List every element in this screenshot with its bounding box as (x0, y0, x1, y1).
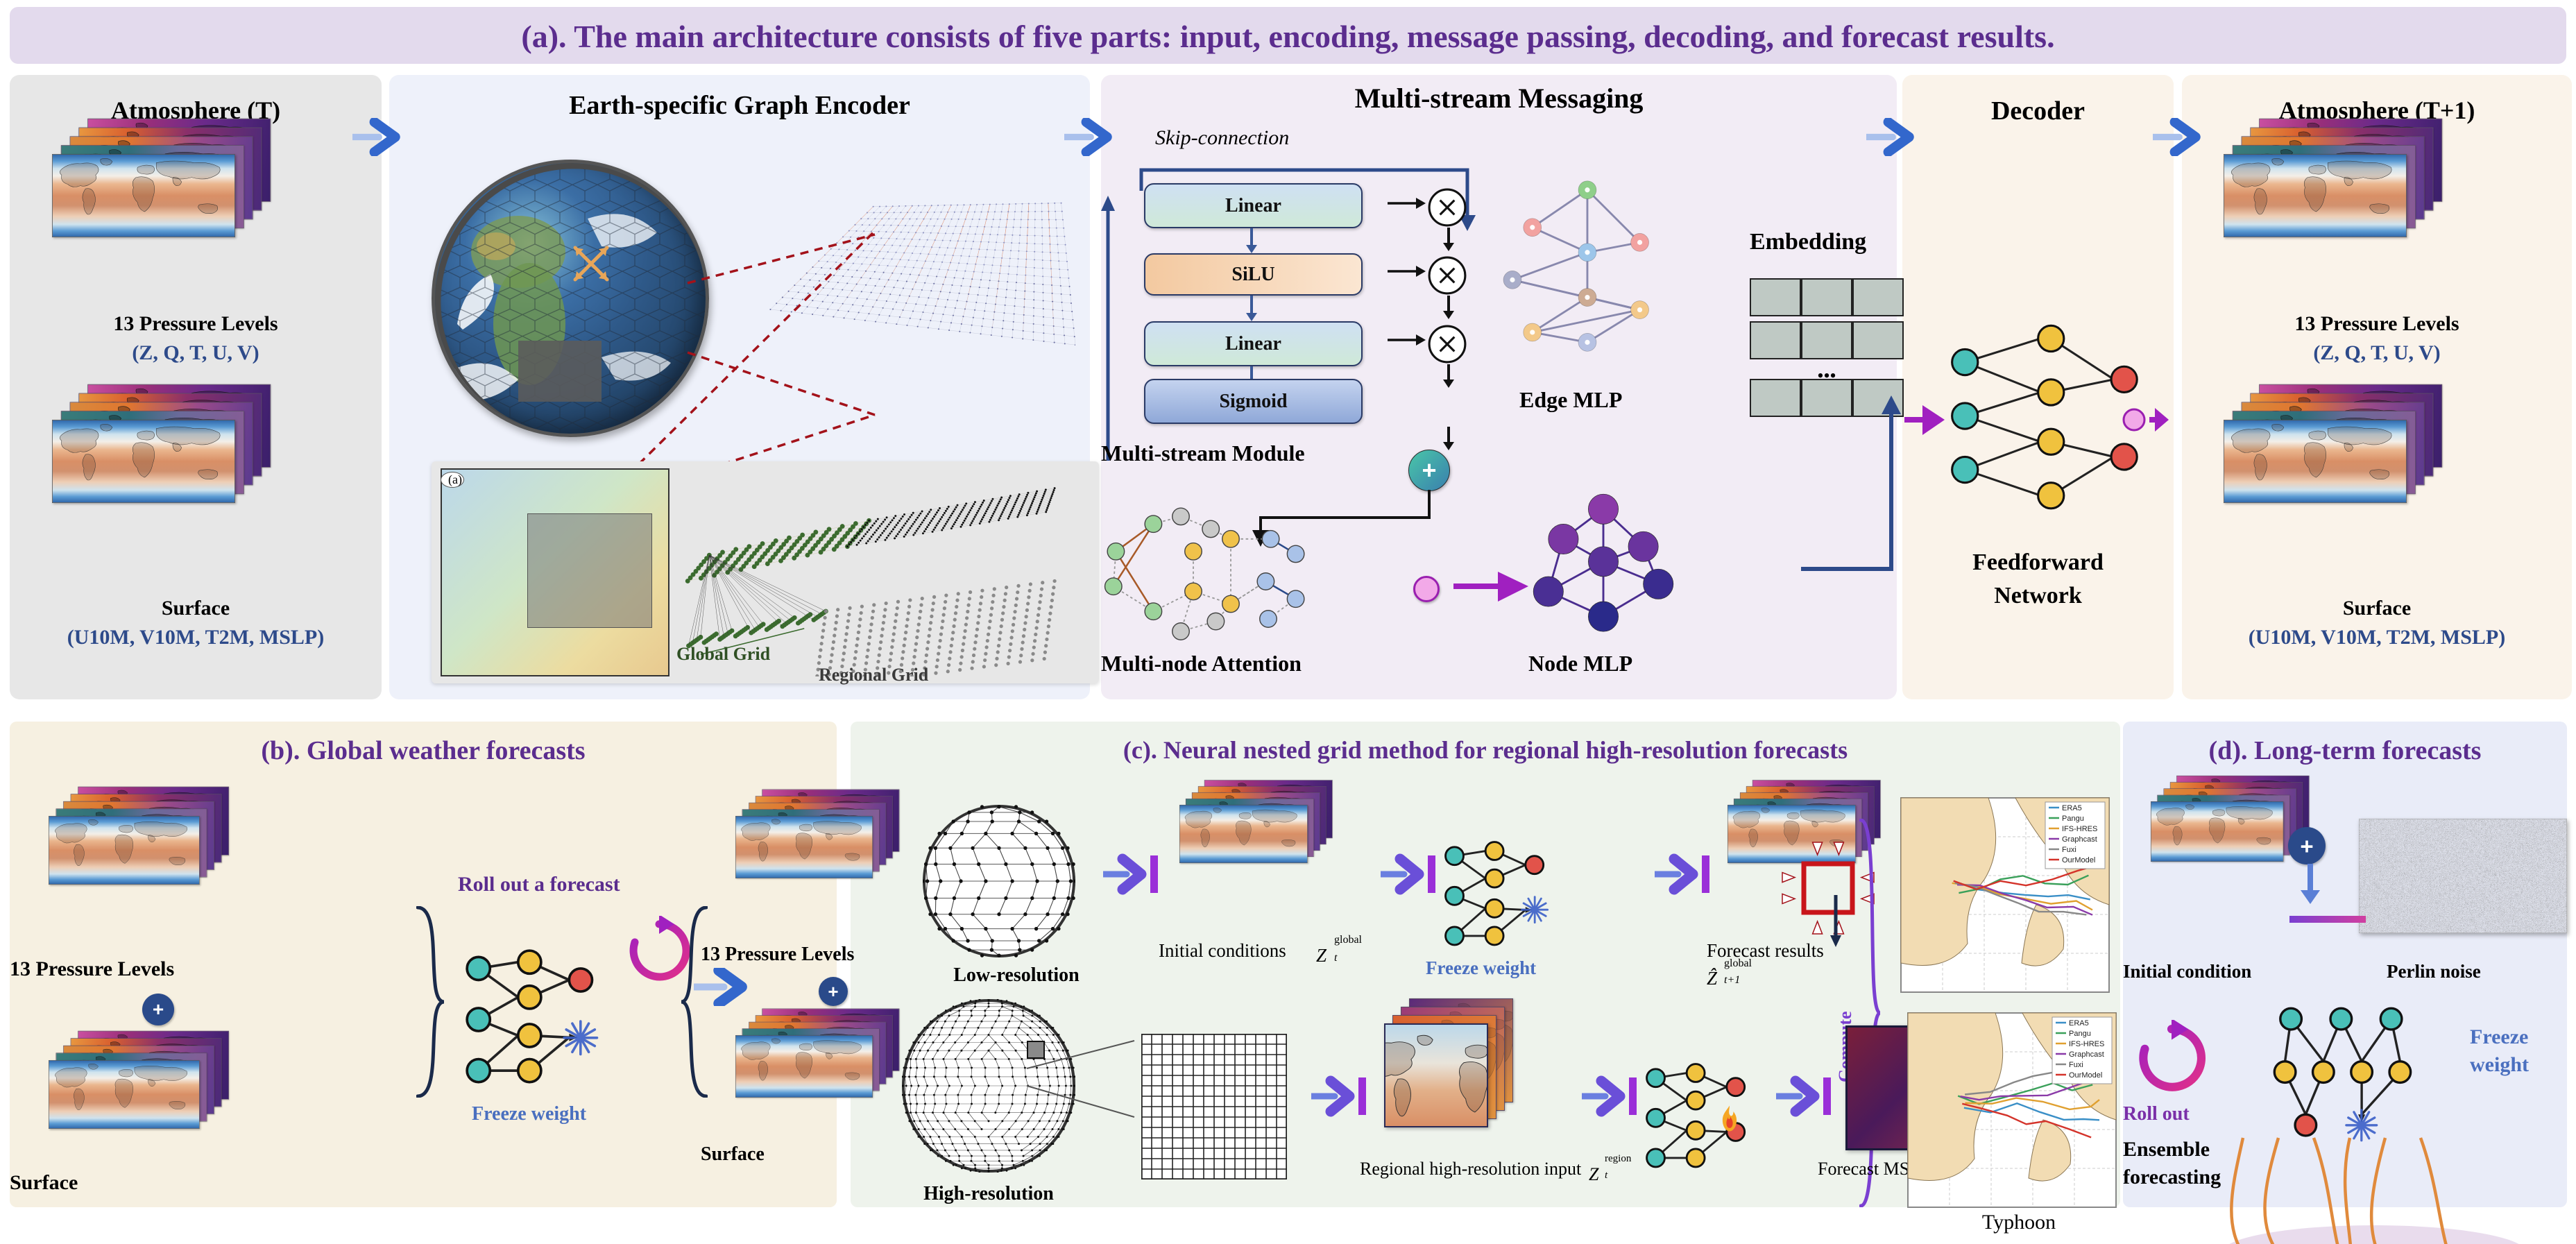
svg-text:IFS-HRES: IFS-HRES (2069, 1040, 2104, 1048)
svg-text:OurModel: OurModel (2062, 856, 2095, 864)
svg-text:ERA5: ERA5 (2069, 1019, 2089, 1028)
svg-text:IFS-HRES: IFS-HRES (2062, 825, 2097, 833)
svg-text:ERA5: ERA5 (2062, 804, 2082, 812)
svg-text:Fuxi: Fuxi (2062, 846, 2076, 854)
svg-text:Pangu: Pangu (2069, 1030, 2091, 1038)
svg-text:Graphcast: Graphcast (2062, 835, 2097, 844)
svg-text:OurModel: OurModel (2069, 1071, 2102, 1080)
svg-text:Fuxi: Fuxi (2069, 1061, 2083, 1069)
svg-text:Graphcast: Graphcast (2069, 1050, 2104, 1059)
svg-text:Pangu: Pangu (2062, 815, 2084, 823)
